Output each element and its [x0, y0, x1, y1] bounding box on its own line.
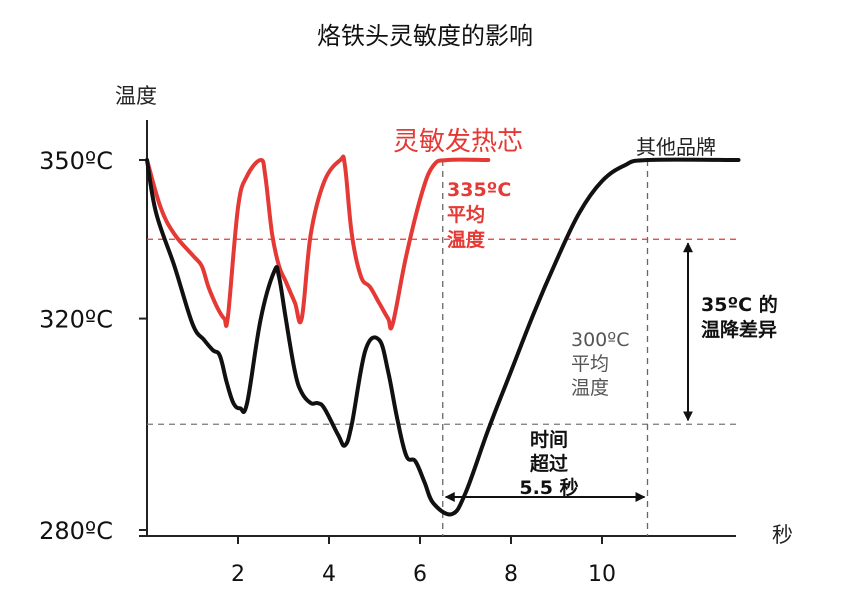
time-annotation: 时间 [530, 429, 568, 451]
black-average-annotation: 平均 [571, 353, 609, 375]
x-tick-label: 6 [413, 562, 427, 587]
time-annotation: 超过 [529, 452, 568, 475]
x-tick-label: 4 [322, 562, 336, 587]
series-lines [145, 154, 741, 517]
red-average-annotation: 335ºC [447, 179, 511, 201]
series-line-responsive [145, 154, 491, 331]
y-axis-label: 温度 [115, 84, 157, 108]
temperature-difference-annotation: 温降差异 [701, 318, 777, 341]
y-tick-label: 320ºC [39, 306, 113, 334]
red-average-annotation: 温度 [447, 228, 486, 251]
black-average-annotation: 300ºC [571, 329, 629, 351]
black-average-annotation: 温度 [571, 377, 609, 399]
chart-title: 烙铁头灵敏度的影响 [317, 22, 533, 50]
x-tick-label: 8 [504, 562, 518, 587]
series-label-responsive: 灵敏发热芯 [393, 127, 523, 157]
x-tick-label: 10 [588, 562, 616, 587]
tick-labels: 350ºC 320ºC 280ºC 2 4 6 8 10 [39, 147, 616, 587]
axes [139, 120, 736, 544]
x-tick-label: 2 [231, 562, 245, 587]
series-labels: 灵敏发热芯 其他品牌 [393, 127, 716, 159]
y-tick-label: 280ºC [39, 517, 113, 545]
series-label-other-brand: 其他品牌 [636, 135, 716, 159]
y-tick-label: 350ºC [39, 147, 113, 175]
red-average-annotation: 平均 [447, 203, 485, 226]
time-annotation: 5.5 秒 [519, 476, 578, 499]
x-axis-label: 秒 [772, 523, 793, 547]
series-line-other-brand [145, 157, 741, 517]
reference-lines [147, 160, 736, 536]
temperature-difference-annotation: 35ºC 的 [701, 293, 778, 316]
